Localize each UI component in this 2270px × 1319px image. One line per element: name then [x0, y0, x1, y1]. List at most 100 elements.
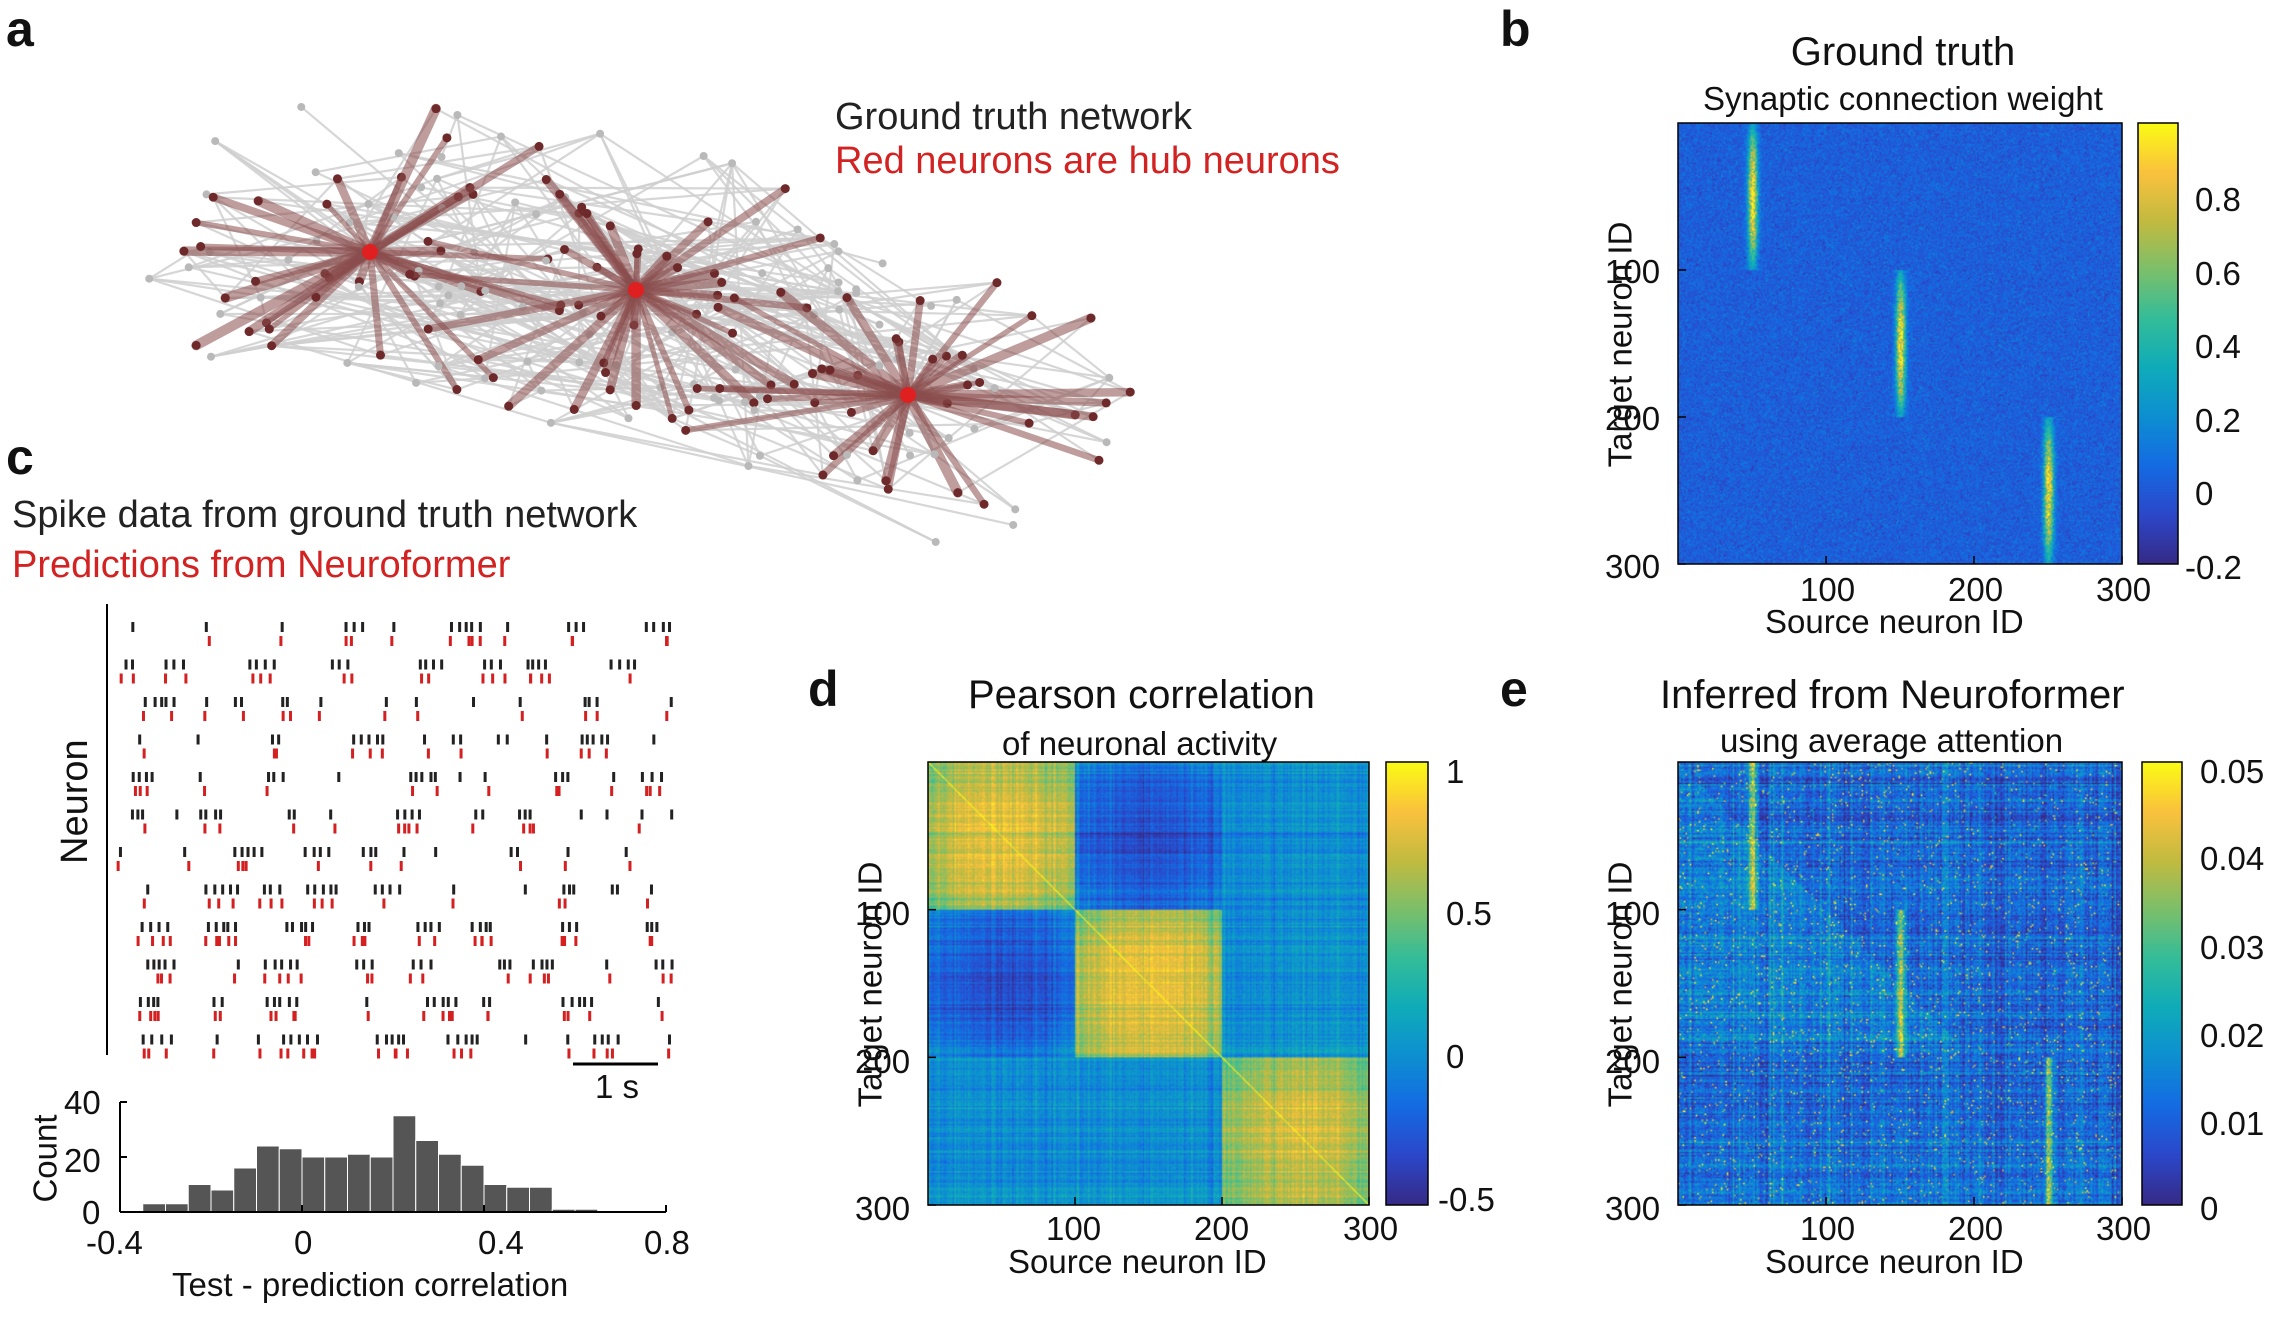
predicted-spike: [522, 823, 526, 834]
b-xlabel: Source neuron ID: [1765, 603, 2024, 640]
true-spike: [362, 922, 366, 932]
true-spike: [423, 922, 427, 932]
e-frame: [1677, 761, 2123, 1206]
true-spike: [355, 959, 359, 970]
b-ytick-300: 300: [1605, 548, 1661, 585]
true-spike: [483, 659, 487, 670]
predicted-spike: [143, 823, 147, 834]
predicted-spike: [265, 786, 269, 796]
true-spike: [661, 959, 665, 970]
predicted-spike: [422, 1011, 426, 1021]
hub-target-node: [405, 269, 415, 279]
panel-d-subtitle: of neuronal activity: [1002, 725, 1278, 762]
true-spike: [652, 734, 656, 745]
predicted-spike: [487, 786, 491, 796]
d-colorbar-frame: [1385, 761, 1429, 1206]
predicted-spike: [274, 748, 278, 759]
hub-edge: [632, 286, 693, 414]
e-ytick-100: 100: [1605, 895, 1661, 932]
true-spike: [206, 922, 210, 932]
predicted-spike: [272, 748, 276, 759]
true-spike: [384, 697, 388, 707]
predicted-spike: [352, 936, 356, 946]
predicted-spike: [286, 973, 290, 984]
network-node: [875, 361, 884, 370]
network-node: [481, 286, 490, 295]
predicted-spike: [605, 1048, 609, 1059]
true-spike: [518, 809, 522, 820]
predicted-spike: [156, 1011, 160, 1021]
true-spike: [609, 659, 613, 670]
predicted-spike: [227, 936, 231, 946]
predicted-spike: [251, 673, 255, 684]
true-spike: [578, 997, 582, 1007]
network-node: [952, 295, 961, 304]
true-spike: [277, 734, 281, 745]
network-node: [434, 361, 443, 370]
true-spike: [304, 922, 308, 932]
predicted-spike: [281, 711, 285, 721]
true-spike: [204, 884, 208, 895]
true-spike: [456, 1034, 460, 1045]
true-spike: [337, 772, 341, 782]
hist-ytick-0: 0: [82, 1194, 101, 1231]
predicted-spike: [218, 1011, 222, 1021]
true-spike: [502, 959, 506, 970]
network-edge: [414, 196, 566, 278]
hub-target-node: [953, 488, 963, 498]
e-xtick-200: 200: [1948, 1210, 2004, 1247]
network-edge: [413, 275, 458, 390]
hub-target-node: [1027, 311, 1037, 321]
hub-edge: [632, 234, 824, 294]
predicted-spike: [393, 1048, 397, 1059]
true-spike: [164, 697, 168, 707]
true-spike: [285, 922, 289, 932]
hub-target-node: [208, 192, 218, 202]
hub-edge: [892, 334, 913, 400]
predicted-spike: [350, 673, 354, 684]
predicted-spike: [380, 748, 384, 759]
d-cbtick-1: 1: [1446, 753, 1465, 790]
hub-target-node: [601, 368, 611, 378]
hub-target-node: [196, 241, 206, 251]
network-edge: [685, 422, 1030, 432]
network-node: [311, 168, 320, 177]
hub-target-node: [749, 398, 759, 408]
predicted-spike: [244, 861, 248, 871]
raster-pred-note: Predictions from Neuroformer: [12, 544, 511, 586]
predicted-spike: [489, 936, 493, 946]
true-spike: [156, 997, 160, 1007]
true-spike: [433, 772, 437, 782]
predicted-spike: [595, 711, 599, 721]
predicted-spike: [567, 1048, 571, 1059]
hub-neuron: [628, 282, 644, 298]
true-spike: [153, 697, 157, 707]
true-spike: [131, 772, 135, 782]
predicted-spike: [587, 748, 591, 759]
true-spike: [172, 959, 176, 970]
hub-target-node: [488, 373, 498, 383]
network-node: [793, 225, 802, 234]
hist-ytick-40: 40: [64, 1084, 101, 1121]
hub-target-node: [780, 184, 790, 194]
predicted-spike: [503, 636, 507, 646]
predicted-spike: [628, 673, 632, 684]
predicted-spike: [604, 748, 608, 759]
true-spike: [262, 884, 266, 895]
network-edge: [427, 162, 733, 243]
hub-target-node: [1101, 398, 1111, 408]
spike-raster: [106, 604, 674, 1066]
hub-target-node: [713, 302, 723, 312]
hub-edge: [903, 313, 1096, 400]
d-frame: [927, 761, 1370, 1206]
true-spike: [644, 622, 648, 632]
network-edge: [418, 266, 597, 273]
b-xtick-100: 100: [1800, 571, 1856, 608]
network-hub-note: Red neurons are hub neurons: [835, 140, 1340, 182]
true-spike: [254, 659, 258, 670]
true-spike: [615, 884, 619, 895]
hub-target-node: [915, 296, 925, 306]
network-node: [343, 358, 352, 367]
network-node: [1102, 438, 1111, 447]
predicted-spike: [471, 823, 475, 834]
